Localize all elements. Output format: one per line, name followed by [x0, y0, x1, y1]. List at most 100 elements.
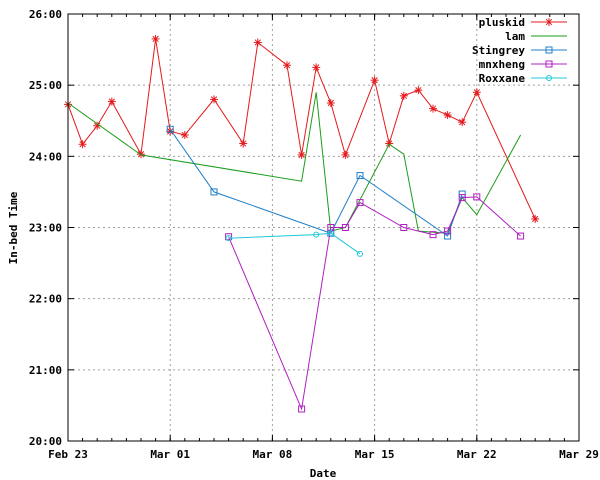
y-axis-label: In-bed Time [7, 191, 20, 264]
data-point-mnxheng [444, 227, 452, 235]
data-point-stingrey [166, 125, 174, 133]
data-point-mnxheng [473, 193, 481, 201]
x-axis-label: Date [310, 467, 337, 480]
data-point-pluskid [283, 61, 291, 70]
marker-stroke [371, 77, 378, 84]
y-tick-label: 23:00 [29, 222, 62, 235]
data-point-roxxane [225, 235, 232, 242]
legend-item-pluskid: pluskid [479, 16, 567, 29]
data-point-pluskid [107, 97, 116, 106]
legend-item-mnxheng: mnxheng [479, 58, 567, 71]
data-point-pluskid [210, 95, 218, 104]
series-line-stingrey [169, 129, 463, 237]
data-point-stingrey [356, 172, 364, 180]
y-tick-label: 26:00 [29, 8, 62, 21]
legend-marker-stingrey [545, 46, 553, 54]
marker-stroke [532, 215, 539, 223]
marker-stroke [137, 151, 145, 158]
y-tick-label: 22:00 [29, 293, 62, 306]
tick-layer: Feb 23 Mar 01 Mar 08 Mar 15 Mar 22 Mar 29 20:0… [29, 8, 599, 461]
data-point-pluskid [458, 118, 467, 127]
series-roxxane [225, 230, 363, 257]
series-pluskid [64, 34, 540, 223]
data-point-pluskid [312, 63, 321, 72]
data-point-pluskid [78, 140, 87, 149]
marker-stroke [386, 140, 393, 147]
legend-label-roxxane: Roxxane [479, 72, 526, 85]
series-line-mnxheng [228, 196, 521, 411]
grid-layer [68, 14, 579, 441]
series-stingrey [166, 125, 466, 240]
marker-stroke [342, 151, 349, 159]
marker-stroke [545, 18, 553, 26]
data-point-pluskid [239, 139, 248, 148]
data-point-roxxane [313, 231, 320, 238]
marker-stroke [240, 140, 247, 147]
data-point-pluskid [180, 130, 189, 139]
marker-stroke [400, 92, 407, 99]
marker-stroke [79, 141, 86, 148]
marker-stroke [444, 111, 451, 119]
marker-stroke [459, 119, 466, 126]
data-point-pluskid [443, 111, 452, 120]
legend-label-stingrey: Stingrey [472, 44, 525, 57]
data-point-roxxane [357, 250, 363, 257]
x-tick-label: Mar 29 [559, 448, 599, 461]
marker-stroke [254, 39, 261, 46]
legend-marker-pluskid [545, 18, 553, 26]
series-mnxheng [225, 193, 525, 413]
marker-stroke [313, 64, 320, 71]
data-point-pluskid [399, 91, 408, 100]
data-point-stingrey [444, 232, 452, 240]
marker-stroke [181, 131, 188, 139]
data-point-pluskid [429, 104, 437, 113]
y-tick-label: 20:00 [29, 435, 62, 448]
marker-stroke [327, 99, 334, 107]
data-point-mnxheng [298, 405, 306, 413]
data-point-mnxheng [341, 224, 349, 231]
marker-stroke [152, 35, 159, 43]
data-point-pluskid [531, 214, 540, 223]
marker-stroke [415, 86, 422, 94]
data-point-pluskid [137, 150, 145, 159]
marker-stroke [210, 96, 218, 103]
marker-stroke [94, 122, 101, 129]
marker-stroke [429, 105, 437, 112]
data-point-mnxheng [225, 233, 233, 241]
marker-stroke [473, 89, 480, 96]
x-tick-label: Feb 23 [48, 448, 88, 461]
data-point-stingrey [210, 188, 218, 196]
legend-marker-mnxheng [545, 60, 553, 68]
data-point-mnxheng [400, 224, 408, 231]
data-point-stingrey [458, 190, 466, 198]
data-point-pluskid [472, 88, 481, 97]
y-tick-label: 24:00 [29, 150, 62, 163]
data-point-mnxheng [356, 199, 364, 207]
marker-stroke [167, 128, 174, 135]
y-tick-label: 21:00 [29, 364, 62, 377]
marker-stroke [108, 98, 115, 105]
data-point-pluskid [326, 98, 335, 107]
legend-label-lam: lam [505, 30, 525, 43]
x-tick-label: Mar 08 [253, 448, 293, 461]
series-layer [64, 34, 540, 413]
legend-item-stingrey: Stingrey [472, 44, 567, 57]
marker-stroke [283, 62, 291, 69]
marker-stroke [298, 151, 305, 159]
y-tick-label: 25:00 [29, 79, 62, 92]
series-lam [67, 92, 522, 234]
data-point-pluskid [253, 38, 262, 47]
legend-marker-roxxane [546, 75, 552, 81]
data-point-pluskid [297, 150, 306, 159]
data-point-mnxheng [458, 194, 466, 202]
x-tick-label: Mar 22 [457, 448, 497, 461]
series-line-lam [67, 92, 522, 234]
data-point-pluskid [341, 150, 350, 159]
legend-label-pluskid: pluskid [479, 16, 525, 29]
data-point-pluskid [151, 34, 160, 43]
data-point-mnxheng [517, 232, 525, 240]
legend-label-mnxheng: mnxheng [479, 58, 525, 71]
data-point-pluskid [370, 76, 379, 85]
